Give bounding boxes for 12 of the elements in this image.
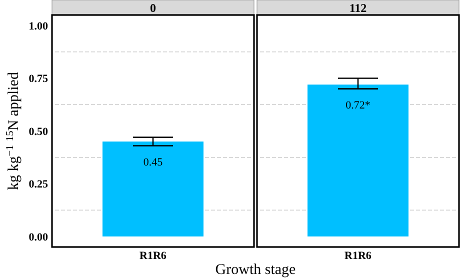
data-label: 0.72* [346,100,370,112]
y-tick-label: 0.75 [28,73,48,86]
chart-title: 0 [150,1,156,15]
x-tick-label: R1R6 [344,250,372,262]
x-axis-title: Growth stage [215,262,296,278]
data-label: 0.45 [143,156,164,169]
chart-title: 112 [349,1,367,15]
y-tick-label: 1.00 [28,20,48,32]
y-tick-label: 0.00 [28,231,48,244]
x-tick-label: R1R6 [140,250,167,262]
y-tick-label: 0.50 [28,126,48,138]
y-tick-label: 0.25 [28,178,48,191]
